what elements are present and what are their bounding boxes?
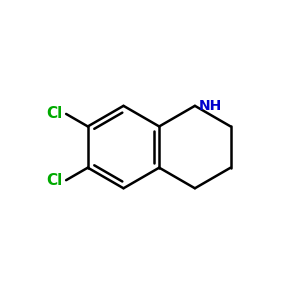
- Text: NH: NH: [198, 99, 222, 113]
- Text: Cl: Cl: [46, 173, 63, 188]
- Text: Cl: Cl: [46, 106, 63, 122]
